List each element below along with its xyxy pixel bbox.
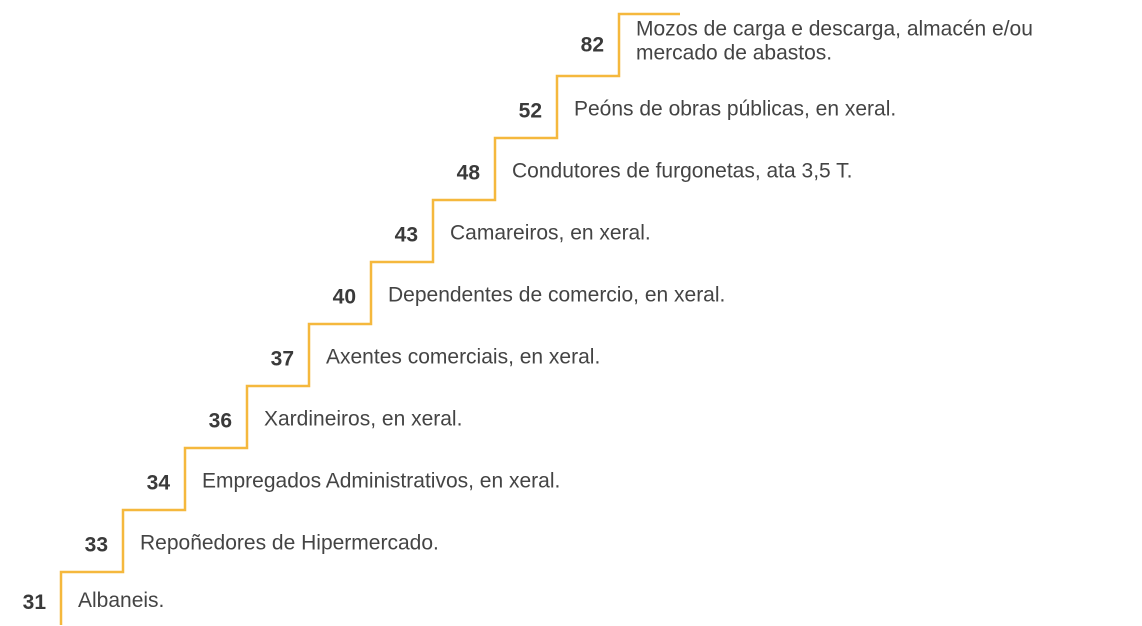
step-value: 37 xyxy=(271,348,294,371)
step-label: Xardineiros, en xeral. xyxy=(264,408,462,431)
step-label: Axentes comerciais, en xeral. xyxy=(326,346,600,369)
step-value: 34 xyxy=(147,472,171,495)
step-label: Peóns de obras públicas, en xeral. xyxy=(574,98,896,121)
step-label: Camareiros, en xeral. xyxy=(450,222,651,245)
step-value: 82 xyxy=(581,34,604,57)
step-label: mercado de abastos. xyxy=(636,42,832,65)
step-value: 31 xyxy=(23,591,47,614)
staircase-line xyxy=(59,12,680,625)
step-label: Empregados Administrativos, en xeral. xyxy=(202,470,560,493)
step-value: 52 xyxy=(519,100,542,123)
step-value: 36 xyxy=(209,410,232,433)
step-label: Albaneis. xyxy=(78,589,164,612)
step-value: 48 xyxy=(457,162,481,185)
step-label: Mozos de carga e descarga, almacén e/ou xyxy=(636,18,1033,41)
step-value: 40 xyxy=(333,286,356,309)
step-label: Repoñedores de Hipermercado. xyxy=(140,532,439,555)
step-label: Dependentes de comercio, en xeral. xyxy=(388,284,725,307)
step-value: 33 xyxy=(85,534,108,557)
step-label: Condutores de furgonetas, ata 3,5 T. xyxy=(512,160,853,183)
step-value: 43 xyxy=(395,224,418,247)
